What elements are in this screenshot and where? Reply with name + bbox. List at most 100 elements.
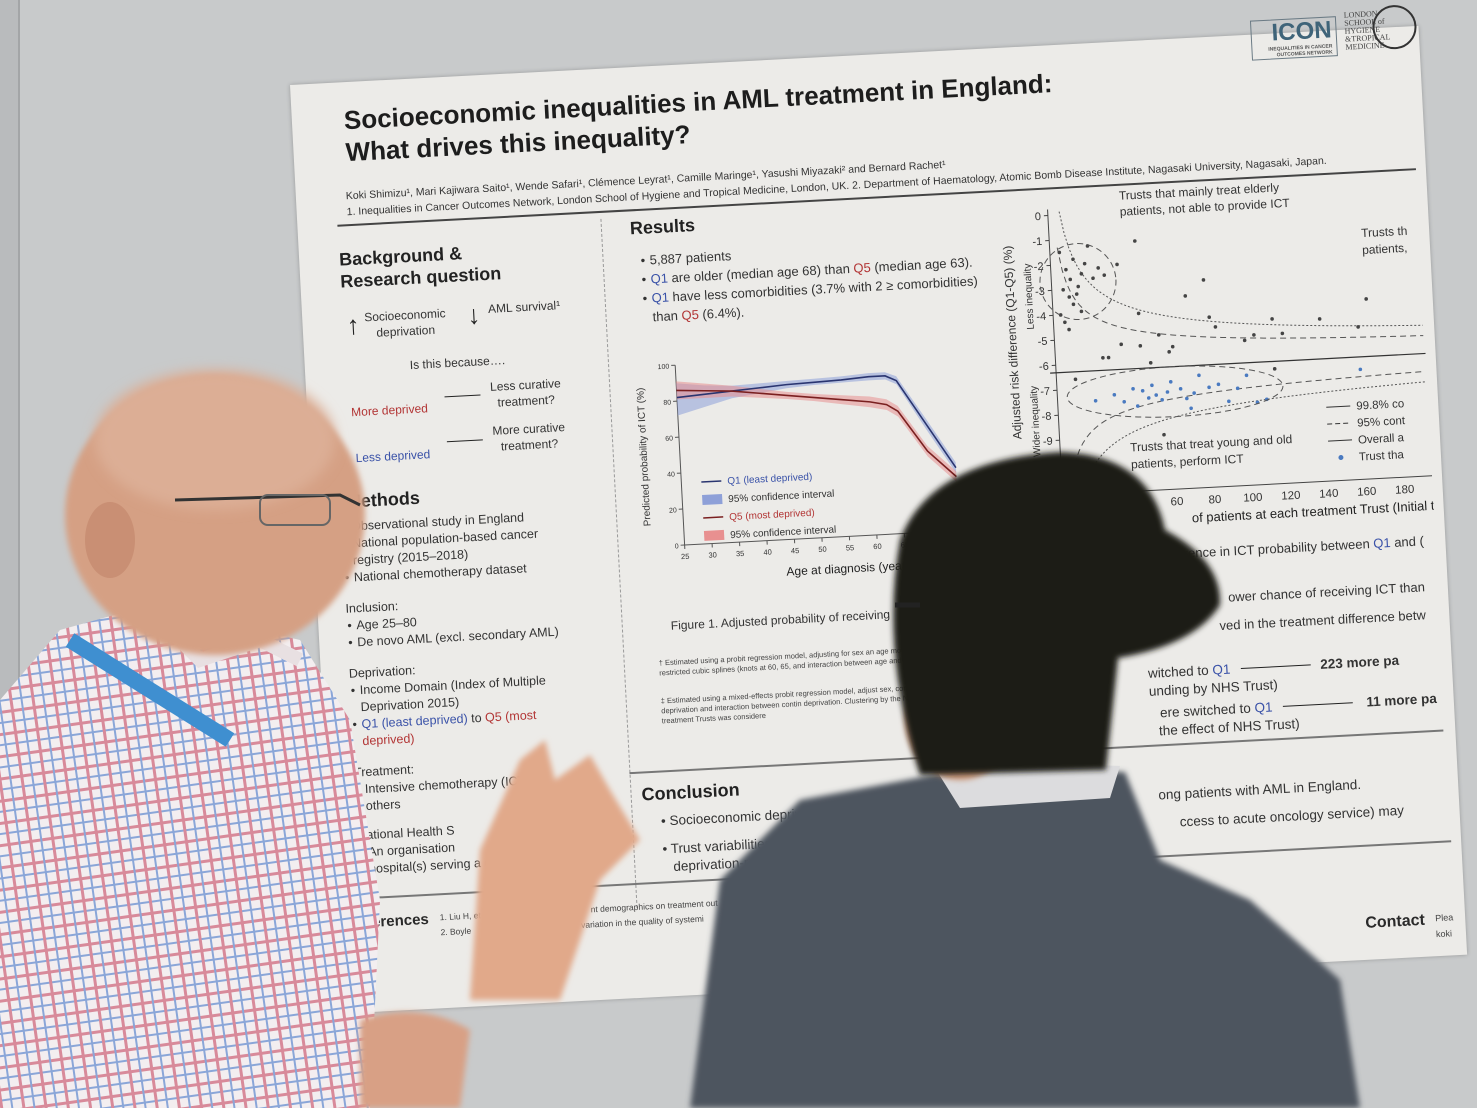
annotation-right-2: patients, (1362, 241, 1408, 257)
x-tick-label: 140 (1319, 488, 1339, 501)
data-point (1112, 392, 1117, 397)
data-point (1079, 309, 1084, 314)
y-tick-label: -8 (1041, 411, 1051, 423)
data-point (1154, 393, 1159, 397)
legend-label: Q1 (least deprived) (727, 472, 813, 487)
data-point (1244, 373, 1249, 378)
y-tick-label: 100 (657, 364, 669, 372)
data-point (1216, 382, 1221, 387)
young-old-cluster-ellipse (1066, 365, 1284, 418)
data-point (1122, 399, 1127, 404)
x-tick-label: 180 (1395, 484, 1415, 497)
data-point (1138, 344, 1143, 348)
annotation-young-2: patients, perform ICT (1131, 452, 1245, 472)
data-point (1148, 361, 1153, 365)
checkered-shirt (0, 605, 380, 1108)
x-tick-label: 80 (1208, 494, 1221, 507)
y-tick-label: 40 (667, 471, 675, 478)
funnel-scatter-chart: 0 -1 -2 -3 -4 -5 -6 -7 -8 -9 60 80 100 120 140 160 180 Tr… (1000, 180, 1434, 525)
poster: ICON INEQUALITIES IN CANCER OUTCOMES NETW… (290, 3, 1468, 1014)
data-point (1197, 373, 1201, 378)
data-point (1133, 239, 1137, 243)
y-tick-label: -1 (1032, 236, 1042, 248)
dark-hair (893, 452, 1221, 775)
data-point (1201, 278, 1206, 282)
data-point (1140, 388, 1145, 393)
data-point (1207, 315, 1212, 320)
elderly-cluster-ellipse (1039, 243, 1117, 321)
y-tick-label: -2 (1033, 261, 1043, 273)
data-point (1057, 250, 1062, 255)
data-point (1178, 387, 1183, 391)
data-point (1074, 292, 1079, 296)
y-tick-label: 20 (669, 507, 677, 514)
y-tick-label: 60 (665, 435, 673, 442)
data-point (1136, 311, 1141, 316)
data-point (1071, 257, 1075, 262)
data-point (1096, 266, 1100, 270)
x-tick-label: 50 (818, 545, 827, 554)
data-point (1272, 367, 1277, 371)
x-tick-label: 100 (1243, 492, 1263, 505)
overall-average-line (1050, 352, 1426, 374)
data-point (1073, 377, 1078, 382)
data-point (1167, 350, 1171, 354)
ci-band-q5 (676, 381, 957, 483)
x-tick-label: 35 (736, 549, 745, 558)
y-axis (1047, 209, 1062, 476)
data-point (1242, 338, 1247, 343)
legend-label: Q5 (most deprived) (729, 508, 815, 523)
legend-swatch (703, 516, 724, 519)
glasses-icon (174, 493, 361, 507)
man-left (0, 370, 640, 1108)
data-point (1082, 261, 1087, 266)
data-point (1063, 320, 1067, 325)
x-tick-label: 25 (681, 552, 690, 561)
head-highlight (95, 370, 335, 510)
data-point (1252, 333, 1256, 337)
data-point (1093, 398, 1098, 403)
data-point (1358, 367, 1363, 372)
data-point (1071, 302, 1076, 307)
data-point (1068, 277, 1073, 282)
data-point (1135, 404, 1140, 408)
x-tick-label: 60 (1170, 496, 1183, 509)
legend-swatch (1328, 439, 1353, 442)
data-point (1064, 267, 1068, 272)
glasses-lens (259, 494, 331, 526)
y-tick-label: -7 (1040, 386, 1050, 398)
y-tick-label: 0 (675, 543, 679, 550)
data-point (1079, 272, 1084, 276)
data-point (1131, 386, 1135, 391)
y-tick-label: 80 (663, 399, 671, 406)
y-tick-label: -5 (1037, 336, 1047, 348)
data-point (1156, 333, 1161, 337)
data-point (1227, 399, 1231, 404)
data-point (1146, 396, 1151, 400)
data-point (1106, 355, 1111, 360)
y-tick-label: -6 (1039, 361, 1049, 373)
man-right (690, 452, 1360, 1108)
data-point (1317, 317, 1322, 321)
lanyard (65, 633, 235, 747)
data-point (1160, 397, 1164, 402)
legend-label: Overall a (1358, 432, 1405, 446)
data-point (1189, 406, 1193, 411)
x-tick-label: 45 (791, 546, 800, 555)
data-point (1058, 313, 1063, 317)
legend-label: Trust tha (1359, 449, 1405, 463)
data-point (1280, 331, 1285, 336)
data-point (1162, 432, 1166, 437)
annotation-right-1: Trusts th (1361, 224, 1408, 240)
x-tick-label: 40 (763, 547, 772, 556)
ear (85, 502, 135, 578)
x-tick-label: 160 (1357, 486, 1377, 499)
series-line-q5 (676, 389, 957, 478)
data-point (1235, 386, 1240, 391)
data-point (1067, 295, 1072, 299)
x-tick-label: 120 (1281, 490, 1301, 503)
y-tick-label: 0 (1035, 211, 1042, 223)
data-point (1119, 342, 1124, 347)
legend-swatch (1327, 422, 1352, 425)
